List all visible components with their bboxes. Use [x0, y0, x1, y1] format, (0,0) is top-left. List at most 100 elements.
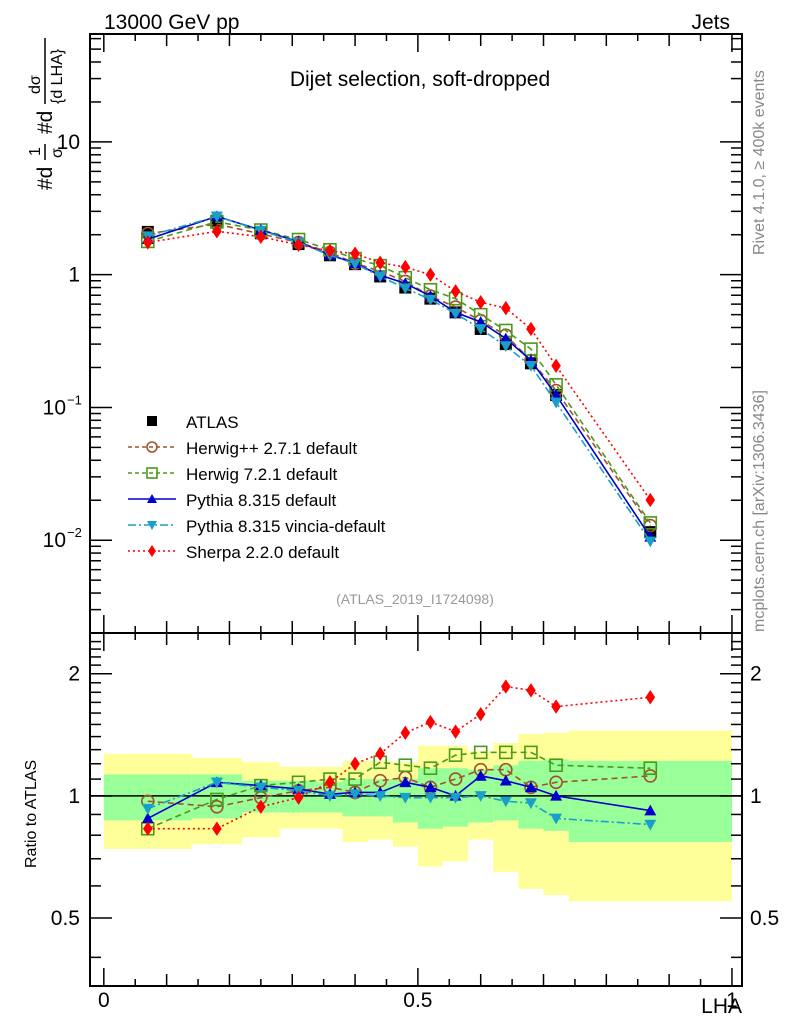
main-y-tick-label: 10 [57, 131, 80, 154]
main-point-sherpa-2-2-0-default [526, 321, 536, 337]
x-axis-label: LHA [701, 995, 742, 1018]
ylabel-prefix: #d [34, 167, 57, 190]
ratio-band-inner [493, 765, 519, 821]
legend-marker-icon [147, 494, 157, 503]
ratio-y-tick-label-right: 0.5 [750, 907, 779, 930]
ratio-y-tick-label-left: 2 [68, 663, 80, 686]
ratio-band-inner [518, 760, 544, 829]
ratio-point-pythia-8-315-vincia-default [424, 792, 437, 804]
ratio-point-sherpa-2-2-0-default [350, 756, 360, 771]
ratio-y-tick-label-right: 1 [750, 785, 762, 808]
ratio-point-sherpa-2-2-0-default [645, 690, 656, 705]
ratio-point-pythia-8-315-vincia-default [141, 803, 154, 815]
legend-label: Pythia 8.315 vincia-default [186, 517, 386, 536]
legend-marker-icon [146, 441, 158, 453]
ratio-point-sherpa-2-2-0-default [212, 821, 222, 836]
legend-entry: Herwig++ 2.7.1 default [128, 439, 357, 458]
ratio-point-sherpa-2-2-0-default [400, 725, 411, 741]
ratio-point-pythia-8-315-default [550, 789, 563, 801]
main-point-pythia-8-315-vincia-default [499, 341, 512, 353]
main-point-pythia-8-315-vincia-default [374, 271, 387, 283]
ratio-point-herwig-7-2-1-default [473, 745, 488, 760]
beam-energy-label: 13000 GeV pp [104, 11, 239, 34]
main-point-sherpa-2-2-0-default [551, 358, 561, 373]
ratio-point-sherpa-2-2-0-default [551, 699, 561, 714]
legend-label: Sherpa 2.2.0 default [186, 543, 339, 562]
main-point-herwig-7-2-1-default [643, 516, 658, 530]
ratio-y-tick-label-left: 1 [68, 785, 80, 808]
legend-label: Herwig 7.2.1 default [186, 465, 337, 484]
main-point-pythia-8-315-default [474, 316, 487, 327]
ylabel-frac2-den: {d LHA} [49, 48, 66, 104]
ratio-point-herwig-7-2-1-default [210, 792, 224, 807]
ratio-point-pythia-8-315-vincia-default [474, 791, 487, 802]
ratio-series-pythia-8-315-vincia-default [141, 777, 657, 831]
main-data-layer [140, 210, 658, 548]
ratio-point-pythia-8-315-default [644, 804, 657, 816]
ratio-frame [89, 632, 743, 987]
legend: ATLAS Herwig++ 2.7.1 default Herwig 7.2.1 … [128, 413, 386, 562]
ratio-bands-layer [103, 730, 732, 902]
ratio-point-sherpa-2-2-0-default [501, 679, 511, 694]
main-point-sherpa-2-2-0-default [501, 300, 511, 316]
ylabel-frac1-num: 1 [27, 147, 44, 156]
main-y-tick-label: 1 [68, 264, 80, 287]
main-point-sherpa-2-2-0-default [293, 237, 304, 252]
main-point-sherpa-2-2-0-default [400, 259, 411, 275]
ratio-point-pythia-8-315-default [499, 774, 512, 786]
main-point-pythia-8-315-vincia-default [524, 360, 537, 372]
ratio-point-herwig-2-7-1-default [643, 769, 658, 783]
main-point-pythia-8-315-vincia-default [210, 211, 223, 223]
legend-entry: Herwig 7.2.1 default [128, 465, 337, 484]
main-point-pythia-8-315-vincia-default [449, 308, 462, 320]
main-point-sherpa-2-2-0-default [425, 267, 436, 282]
main-point-pythia-8-315-vincia-default [550, 397, 563, 409]
main-point-pythia-8-315-vincia-default [644, 536, 657, 548]
ratio-line-herwig-7-2-1-default [147, 751, 651, 830]
main-point-pythia-8-315-vincia-default [474, 324, 487, 335]
ratio-point-herwig-7-2-1-default [398, 758, 413, 773]
main-point-sherpa-2-2-0-default [256, 229, 266, 244]
ratio-y-axis-label: Ratio to ATLAS [23, 760, 40, 868]
main-line-herwig-7-2-1-default [147, 221, 651, 524]
main-y-tick-exponent: −1 [67, 392, 82, 407]
ratio-point-pythia-8-315-vincia-default [399, 792, 412, 804]
ratio-point-pythia-8-315-default [424, 781, 437, 793]
main-line-herwig-2-7-1-default [147, 223, 651, 526]
main-series-atlas [141, 214, 657, 539]
main-point-sherpa-2-2-0-default [212, 224, 222, 239]
x-tick-label: 0.5 [403, 989, 432, 1012]
main-point-pythia-8-315-vincia-default [424, 294, 437, 306]
ratio-point-pythia-8-315-default [399, 776, 412, 788]
ratio-point-pythia-8-315-vincia-default [524, 798, 537, 810]
ratio-point-herwig-7-2-1-default [549, 758, 563, 773]
main-series-sherpa-2-2-0-default [142, 224, 656, 508]
ratio-series-sherpa-2-2-0-default [142, 679, 656, 836]
ratio-y-tick-label-right: 2 [750, 663, 762, 686]
main-series-herwig-2-7-1-default [140, 217, 658, 533]
main-point-sherpa-2-2-0-default [645, 492, 656, 508]
ratio-point-sherpa-2-2-0-default [425, 714, 436, 730]
main-y-tick-label: 10 [43, 529, 66, 552]
ratio-data-layer [140, 679, 658, 836]
ratio-point-herwig-2-7-1-default [210, 799, 224, 814]
ratio-point-herwig-7-2-1-default [499, 745, 513, 760]
ratio-point-sherpa-2-2-0-default [142, 821, 153, 836]
ratio-point-pythia-8-315-vincia-default [323, 791, 336, 802]
ylabel-frac2-num: dσ [27, 75, 44, 94]
main-point-sherpa-2-2-0-default [325, 243, 335, 259]
ratio-point-sherpa-2-2-0-default [256, 799, 266, 814]
main-point-sherpa-2-2-0-default [450, 284, 461, 299]
legend-marker-icon [146, 467, 158, 479]
ratio-point-herwig-2-7-1-default [549, 775, 563, 790]
legend-entry: Sherpa 2.2.0 default [128, 543, 339, 562]
legend-marker-icon [147, 416, 157, 426]
legend-label: Herwig++ 2.7.1 default [186, 439, 357, 458]
ratio-point-herwig-7-2-1-default [423, 761, 438, 776]
ratio-line-sherpa-2-2-0-default [147, 685, 651, 830]
ratio-point-herwig-7-2-1-default [448, 748, 463, 762]
ratio-y-tick-label-left: 0.5 [51, 907, 80, 930]
ratio-point-pythia-8-315-vincia-default [254, 782, 267, 794]
